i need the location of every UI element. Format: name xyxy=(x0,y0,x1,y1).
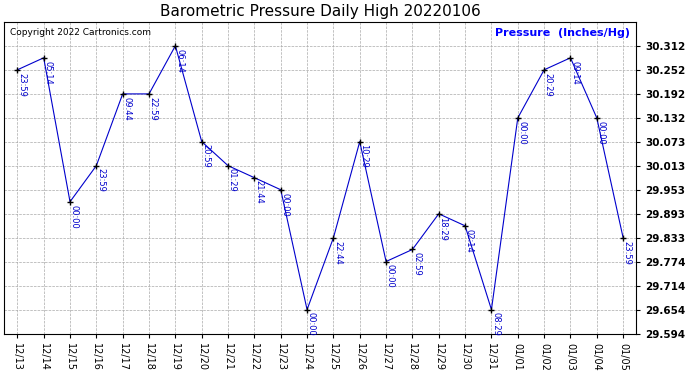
Text: 09:14: 09:14 xyxy=(570,61,579,84)
Text: 09:44: 09:44 xyxy=(122,97,131,120)
Text: Pressure  (Inches/Hg): Pressure (Inches/Hg) xyxy=(495,28,630,38)
Text: 08:29: 08:29 xyxy=(491,312,500,336)
Text: 00:00: 00:00 xyxy=(386,264,395,288)
Text: 06:14: 06:14 xyxy=(175,48,184,72)
Text: 02:14: 02:14 xyxy=(465,229,474,252)
Text: 22:59: 22:59 xyxy=(149,97,158,120)
Text: 00:00: 00:00 xyxy=(307,312,316,336)
Text: 02:59: 02:59 xyxy=(412,252,421,276)
Text: 00:00: 00:00 xyxy=(70,204,79,228)
Title: Barometric Pressure Daily High 20220106: Barometric Pressure Daily High 20220106 xyxy=(160,4,481,19)
Text: 01:29: 01:29 xyxy=(228,168,237,192)
Text: 23:59: 23:59 xyxy=(96,168,105,192)
Text: 22:44: 22:44 xyxy=(333,241,342,264)
Text: 23:59: 23:59 xyxy=(17,73,26,96)
Text: 20:29: 20:29 xyxy=(544,73,553,96)
Text: 21:44: 21:44 xyxy=(254,180,263,204)
Text: 23:59: 23:59 xyxy=(623,241,632,264)
Text: 00:00: 00:00 xyxy=(280,192,289,216)
Text: 05:14: 05:14 xyxy=(43,61,52,84)
Text: 20:59: 20:59 xyxy=(201,144,210,168)
Text: 00:00: 00:00 xyxy=(596,121,605,144)
Text: 00:00: 00:00 xyxy=(518,121,526,144)
Text: Copyright 2022 Cartronics.com: Copyright 2022 Cartronics.com xyxy=(10,28,152,37)
Text: 18:29: 18:29 xyxy=(438,217,447,240)
Text: 10:29: 10:29 xyxy=(359,144,368,168)
